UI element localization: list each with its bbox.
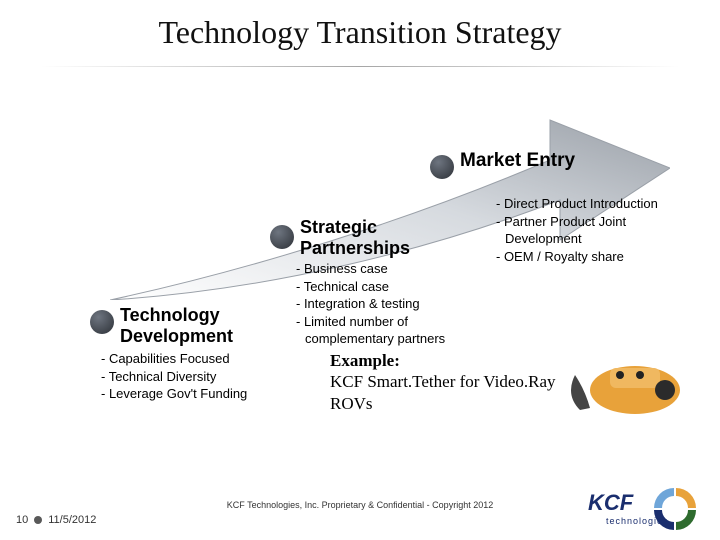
stage-label-strategic: Strategic Partnerships <box>300 217 410 258</box>
page-date: 11/5/2012 <box>48 514 96 526</box>
bullet: - Capabilities Focused <box>100 350 300 368</box>
bullet: - Partner Product Joint Development <box>495 213 695 248</box>
stage-marker-icon <box>270 225 294 249</box>
example-label: Example: <box>330 351 400 370</box>
stage-label-tech-dev: Technology Development <box>120 305 233 346</box>
bullets-tech-dev: - Capabilities Focused - Technical Diver… <box>100 350 300 403</box>
bullets-market: - Direct Product Introduction - Partner … <box>495 195 695 265</box>
logo-text: KCF <box>588 490 634 515</box>
stage-marker-icon <box>430 155 454 179</box>
bullet: - Leverage Gov't Funding <box>100 385 300 403</box>
page-footer: 10 11/5/2012 <box>16 514 96 526</box>
bullet: - Technical case <box>295 278 495 296</box>
page-dot-icon <box>34 516 42 524</box>
stage-marker-icon <box>90 310 114 334</box>
example-block: Example: KCF Smart.Tether for Video.Ray … <box>330 350 560 414</box>
bullet: - Limited number of complementary partne… <box>295 313 495 348</box>
page-number: 10 <box>16 514 28 526</box>
stage-label-market: Market Entry <box>460 150 575 172</box>
bullets-strategic: - Business case - Technical case - Integ… <box>295 260 495 348</box>
slide-title: Technology Transition Strategy <box>0 14 720 51</box>
kcf-logo-icon: KCF technologies <box>586 482 706 532</box>
bullet: - Direct Product Introduction <box>495 195 695 213</box>
bullet: - Business case <box>295 260 495 278</box>
bullet: - OEM / Royalty share <box>495 248 695 266</box>
bullet: - Technical Diversity <box>100 368 300 386</box>
title-underline <box>40 66 680 67</box>
bullet: - Integration & testing <box>295 295 495 313</box>
slide: Technology Transition Strategy Technolog… <box>0 0 720 540</box>
product-image-icon <box>560 340 690 425</box>
example-text: KCF Smart.Tether for Video.Ray ROVs <box>330 372 556 412</box>
